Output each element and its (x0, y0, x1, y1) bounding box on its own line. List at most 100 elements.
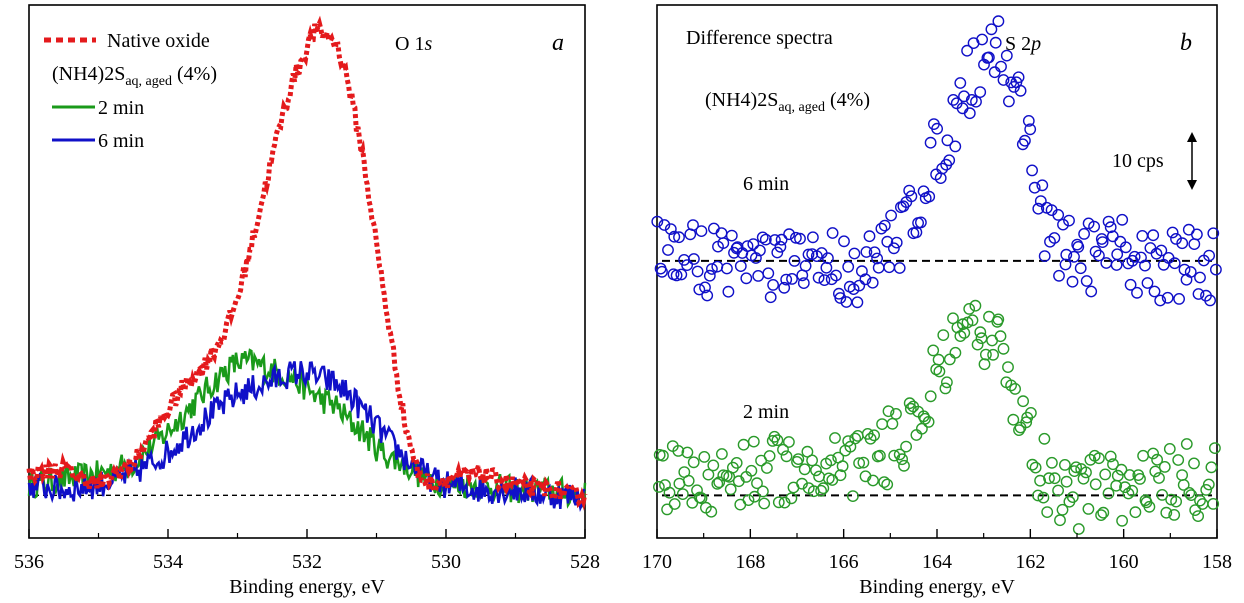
data-point-6-min (1100, 257, 1113, 269)
data-point-6-min (1032, 202, 1045, 215)
data-point-2-min (1176, 469, 1189, 481)
data-point-2-min (1111, 469, 1124, 482)
data-point-6-min (988, 66, 1001, 79)
data-point-6-min (721, 262, 733, 275)
panel-b-xlabel: Binding energy, eV (859, 576, 1015, 598)
data-point-2-min (777, 443, 789, 456)
data-point-2-min (653, 480, 665, 493)
data-point-6-min (670, 269, 683, 282)
data-point-6-min (1024, 123, 1037, 136)
data-point-2-min (842, 435, 855, 447)
panel-b-tick-label: 166 (829, 551, 859, 573)
data-point-6-min (1166, 226, 1179, 239)
data-point-6-min (848, 247, 861, 260)
panel-b-element-italic: p (1029, 33, 1041, 55)
data-point-2-min (771, 434, 784, 447)
data-point-6-min (754, 244, 766, 257)
data-point-2-min (1007, 413, 1020, 426)
data-point-2-min (937, 329, 950, 341)
data-point-2-min (969, 299, 982, 312)
data-point-6-min (954, 77, 967, 89)
data-point-6-min (1060, 248, 1073, 261)
data-point-6-min (1210, 263, 1222, 276)
data-point-6-min (740, 272, 753, 285)
data-point-2-min (748, 490, 761, 503)
data-point-6-min (1036, 179, 1049, 192)
data-point-6-min (1154, 294, 1167, 307)
data-point-2-min (707, 459, 720, 472)
data-point-6-min (767, 278, 779, 291)
data-point-6-min (703, 269, 716, 282)
data-point-6-min (1074, 262, 1087, 275)
data-point-2-min (1070, 461, 1083, 474)
data-point-6-min (783, 228, 795, 241)
data-point-2-min (1116, 514, 1129, 527)
data-point-6-min (1063, 214, 1075, 227)
data-point-2-min (966, 314, 979, 327)
data-point-2-min (992, 313, 1005, 326)
data-point-2-min (785, 492, 798, 505)
data-point-6-min (1188, 238, 1201, 251)
data-point-2-min (1025, 406, 1037, 419)
data-point-2-min (853, 457, 865, 469)
data-point-6-min (656, 265, 668, 278)
legend-header: (NH4)2Saq, aged (4%) (52, 63, 217, 89)
data-point-6-min (1052, 208, 1065, 221)
data-point-6-min (818, 274, 831, 286)
legend-label-6min: 6 min (98, 130, 144, 152)
data-point-2-min (1032, 489, 1044, 502)
data-point-6-min (790, 231, 802, 244)
data-point-2-min (927, 344, 940, 357)
data-point-2-min (737, 438, 750, 451)
data-point-6-min (1000, 49, 1013, 62)
data-point-2-min (1158, 460, 1171, 473)
data-point-2-min (834, 469, 847, 482)
data-point-2-min (867, 474, 879, 487)
data-point-6-min (890, 236, 903, 249)
data-point-6-min (699, 281, 711, 294)
panel-a-series (26, 15, 588, 512)
data-point-6-min (859, 273, 872, 286)
data-point-2-min (896, 453, 908, 466)
data-point-6-min (715, 227, 728, 240)
data-point-2-min (1168, 509, 1181, 521)
data-point-2-min (1170, 495, 1183, 508)
data-point-6-min (822, 252, 834, 265)
data-point-2-min (947, 312, 959, 325)
data-point-2-min (687, 456, 700, 469)
data-point-2-min (1029, 461, 1042, 474)
data-point-2-min (836, 460, 849, 473)
data-point-2-min (1160, 506, 1173, 519)
data-point-6-min (961, 44, 973, 57)
panel-a-title-main: O 1 (395, 33, 424, 55)
data-point-6-min (1104, 221, 1117, 234)
data-point-6-min (1178, 263, 1191, 276)
panel-a-letter: a (552, 30, 564, 56)
data-point-2-min (657, 449, 669, 462)
data-point-6-min (794, 232, 806, 245)
panel-a-tick-label: 534 (153, 551, 183, 573)
data-point-2-min (1026, 458, 1039, 471)
data-point-6-min (1148, 285, 1161, 298)
data-point-6-min (691, 265, 704, 278)
data-point-2-min (1020, 416, 1033, 429)
data-point-6-min (931, 122, 943, 135)
data-point-2-min (1009, 382, 1021, 395)
data-point-6-min (1124, 278, 1137, 291)
data-point-6-min (662, 244, 674, 256)
panel-b-letter: b (1180, 30, 1192, 56)
data-point-2-min (1043, 472, 1055, 485)
data-point-6-min (1131, 286, 1143, 299)
data-point-6-min (771, 246, 784, 259)
data-point-6-min (802, 248, 815, 261)
data-point-6-min (866, 276, 879, 289)
data-point-6-min (1170, 232, 1182, 245)
data-point-2-min (806, 454, 818, 467)
data-point-2-min (1052, 484, 1065, 497)
data-point-2-min (954, 330, 967, 342)
data-point-2-min (672, 444, 685, 457)
data-point-6-min (1019, 134, 1031, 147)
data-point-6-min (725, 229, 738, 242)
data-point-2-min (903, 397, 916, 410)
data-point-6-min (1135, 251, 1147, 264)
